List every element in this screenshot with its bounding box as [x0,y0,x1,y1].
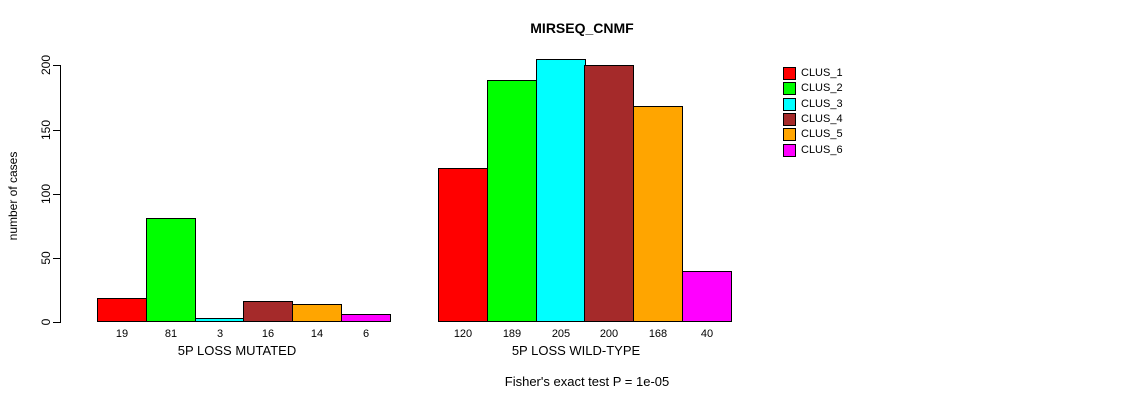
group-label: 5P LOSS WILD-TYPE [511,343,641,358]
bar [584,65,634,322]
legend-label: CLUS_3 [801,97,843,110]
bar-value-label: 14 [310,328,324,340]
y-tick-label: 0 [39,318,53,326]
bar-value-label: 81 [164,328,178,340]
bar [438,168,488,322]
fisher-test-annotation: Fisher's exact test P = 1e-05 [504,374,670,389]
y-axis-label: number of cases [6,151,20,241]
bar-value-label: 120 [453,328,473,340]
bar-value-label: 6 [362,328,370,340]
bar-value-label: 200 [599,328,619,340]
bar-value-label: 19 [115,328,129,340]
legend-swatch-icon [783,82,796,96]
y-tick-label: 150 [39,119,53,141]
legend-label: CLUS_5 [801,128,843,141]
bar [487,80,537,322]
bar-value-label: 168 [648,328,668,340]
legend: CLUS_1 CLUS_2 CLUS_3 CLUS_4 CLUS_5 CLUS_6 [783,66,843,158]
legend-item: CLUS_1 [783,66,843,81]
y-tick-label: 200 [39,54,53,76]
legend-item: CLUS_4 [783,112,843,127]
bar-value-label: 189 [502,328,522,340]
y-tick [53,130,60,131]
legend-swatch-icon [783,97,796,111]
bar [195,318,245,322]
legend-swatch-icon [783,128,796,142]
group-label: 5P LOSS MUTATED [177,343,297,358]
bar-value-label: 40 [700,328,714,340]
y-tick [53,65,60,66]
bar-value-label: 205 [551,328,571,340]
legend-swatch-icon [783,143,796,157]
legend-label: CLUS_2 [801,82,843,95]
bar [682,271,732,322]
y-axis-line [60,65,61,323]
legend-item: CLUS_3 [783,97,843,112]
bar-value-label: 3 [216,328,224,340]
bar [633,106,683,322]
legend-swatch-icon [783,67,796,81]
y-tick-label: 100 [39,183,53,205]
legend-label: CLUS_6 [801,143,843,156]
bar [97,298,147,322]
bar [341,314,391,322]
bar [292,304,342,322]
chart-title: MIRSEQ_CNMF [530,20,634,36]
legend-item: CLUS_5 [783,127,843,142]
y-tick [53,322,60,323]
legend-swatch-icon [783,113,796,127]
bar [146,218,196,322]
legend-item: CLUS_2 [783,81,843,96]
y-tick [53,194,60,195]
legend-label: CLUS_4 [801,113,843,126]
y-tick [53,258,60,259]
bar-value-label: 16 [261,328,275,340]
legend-item: CLUS_6 [783,143,843,158]
y-tick-label: 50 [39,251,53,265]
bar [536,59,586,322]
bar [243,301,293,322]
legend-label: CLUS_1 [801,67,843,80]
